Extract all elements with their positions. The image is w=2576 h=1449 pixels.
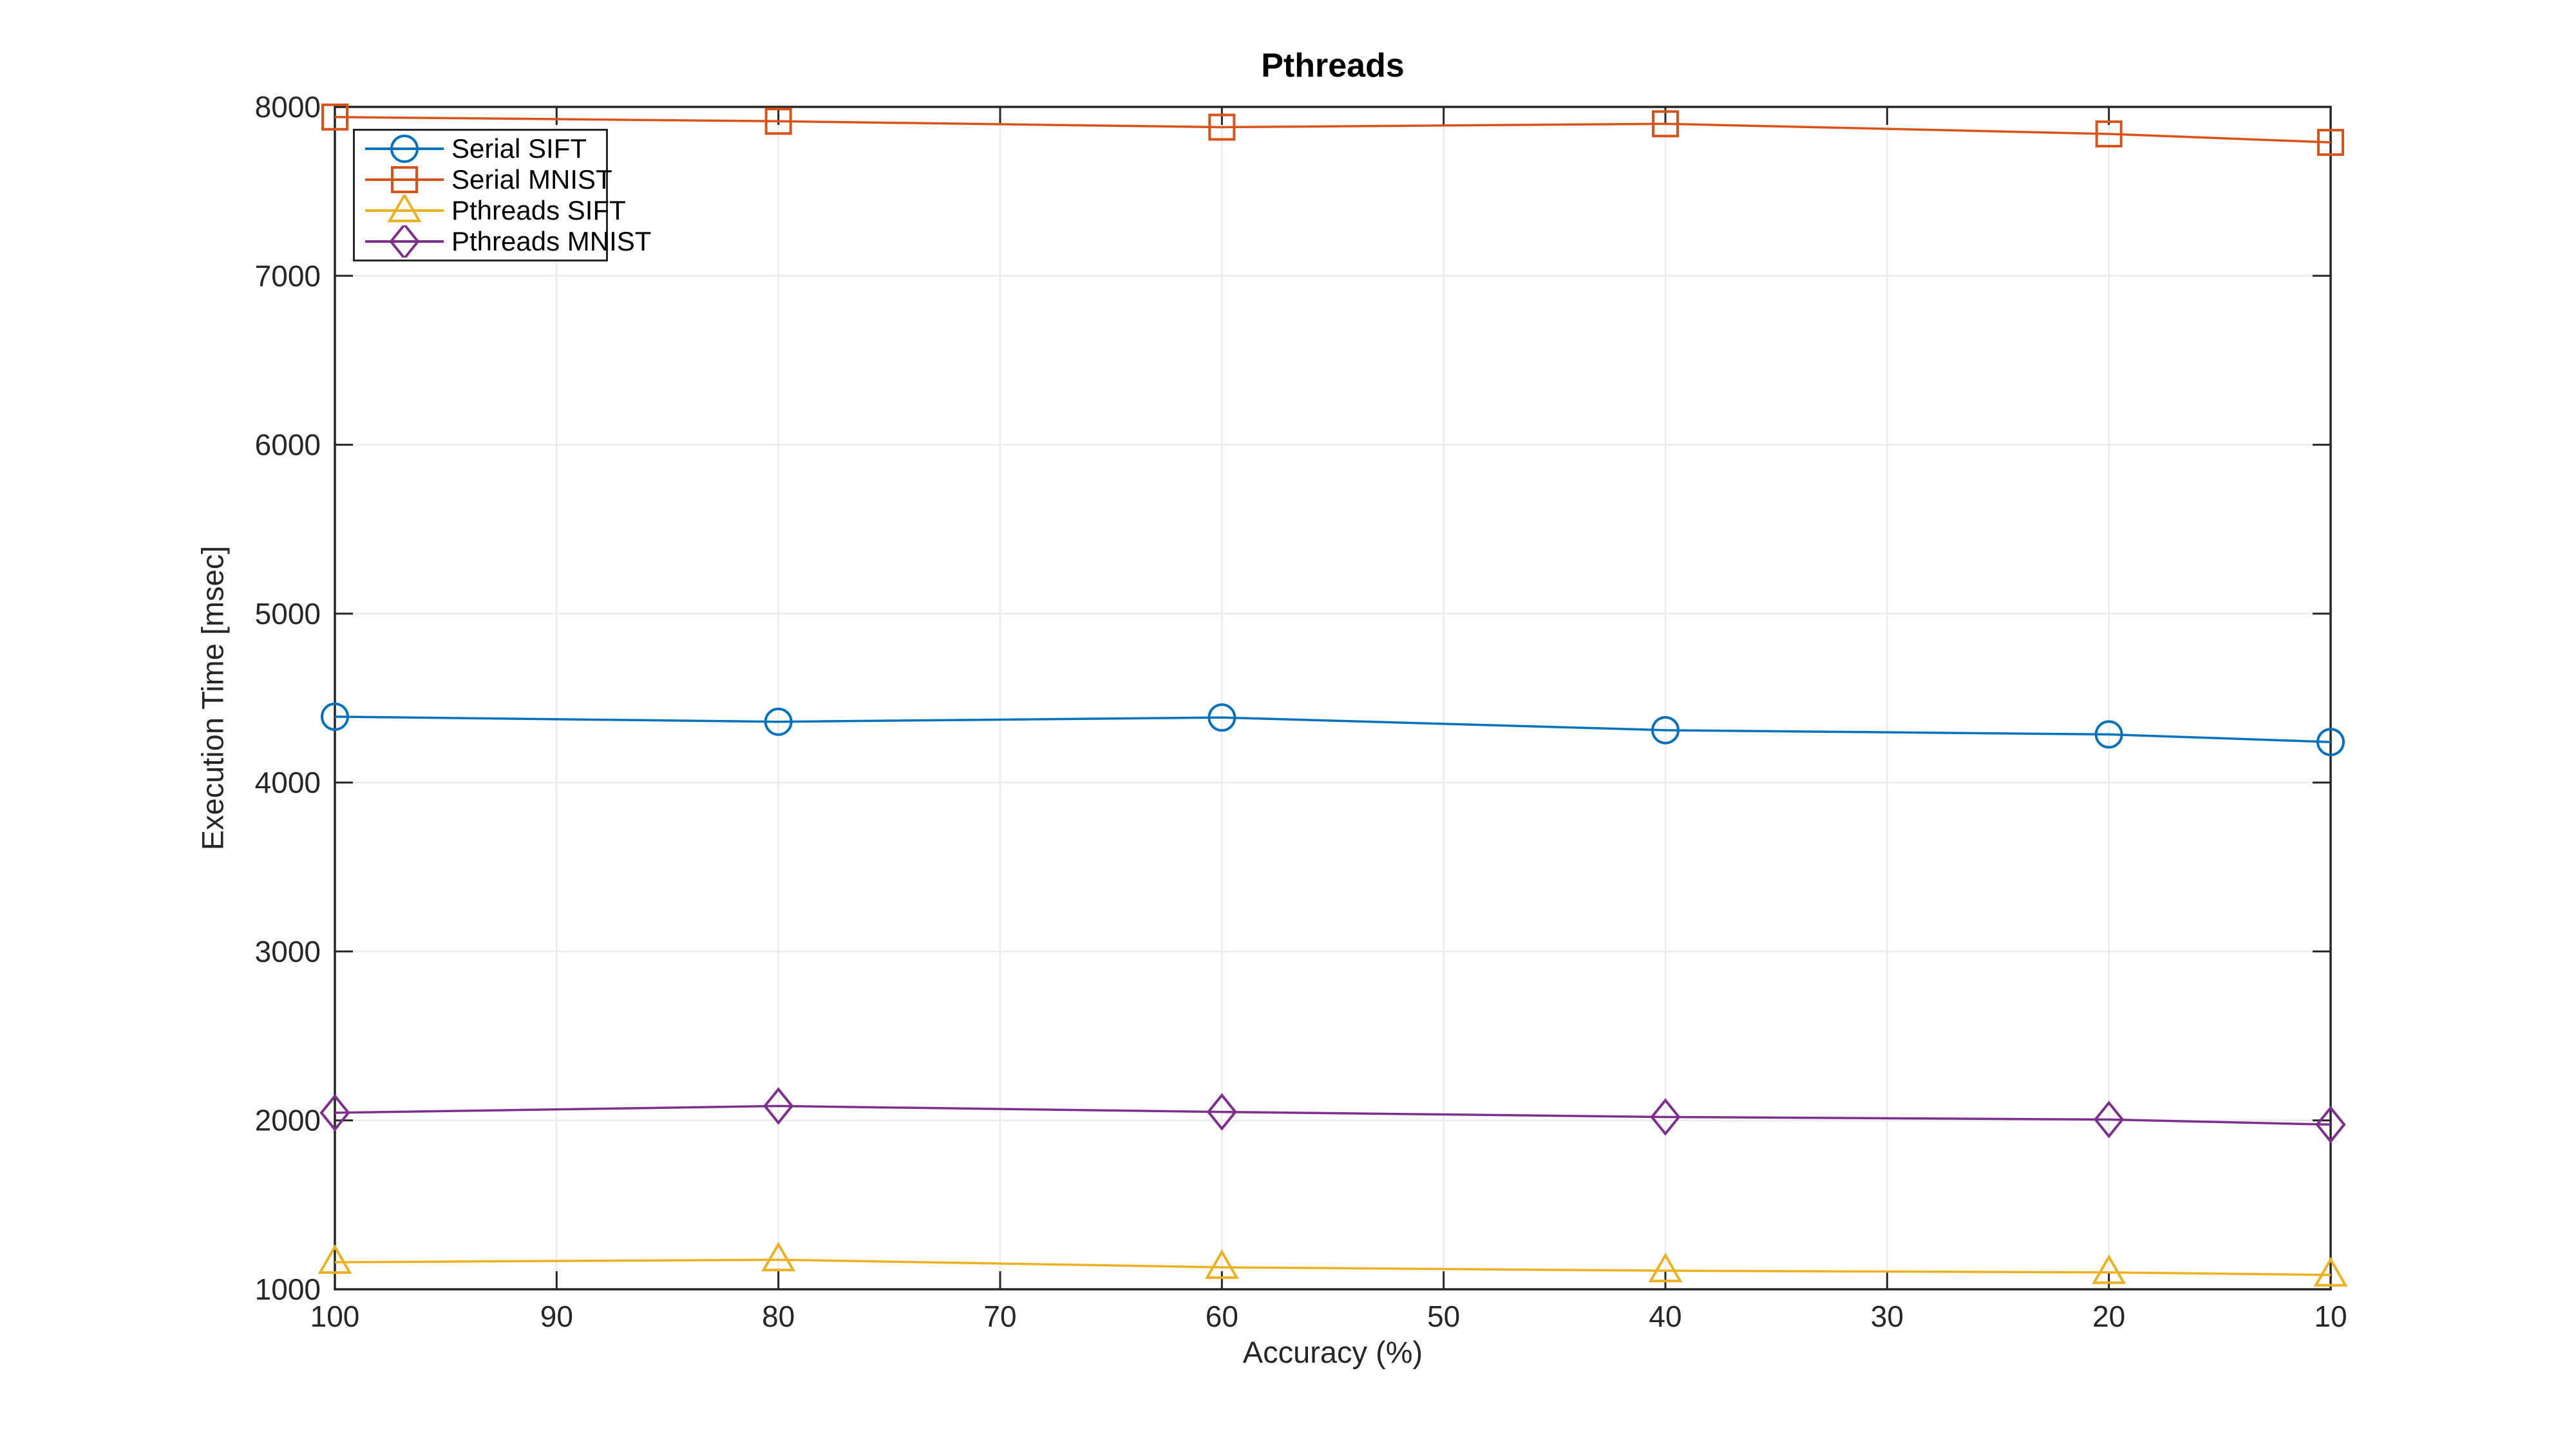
chart-title: Pthreads xyxy=(1261,47,1405,84)
y-tick-label-4000: 4000 xyxy=(255,766,321,799)
tick-labels: 100 90 80 70 60 50 40 30 20 10 1000 2000 3000 4000 500… xyxy=(255,90,2347,1333)
y-tick-label-2000: 2000 xyxy=(255,1104,321,1137)
series-serial-mnist xyxy=(321,103,2344,156)
legend-label: Serial SIFT xyxy=(451,133,587,164)
series-line-pthreads-mnist xyxy=(334,1104,2331,1126)
x-tick-label-40: 40 xyxy=(1649,1300,1681,1333)
series-line-serial-mnist xyxy=(334,115,2331,144)
legend-item-serial-mnist: Serial MNIST xyxy=(363,164,612,195)
y-tick-label-1000: 1000 xyxy=(255,1273,321,1306)
legend-label: Serial MNIST xyxy=(451,164,612,194)
gridlines xyxy=(335,107,2331,1289)
triangle-marker-icon xyxy=(365,194,444,222)
legend: Serial SIFT Serial MNIST Pthreads SIFT P… xyxy=(353,129,651,261)
axes xyxy=(334,106,2332,1291)
series-serial-sift xyxy=(321,702,2345,757)
y-tick-label-6000: 6000 xyxy=(255,428,321,462)
x-tick-label-90: 90 xyxy=(540,1300,573,1333)
x-tick-label-60: 60 xyxy=(1206,1300,1238,1333)
y-tick-label-3000: 3000 xyxy=(255,934,321,968)
legend-item-serial-sift: Serial SIFT xyxy=(363,133,606,164)
series-line-pthreads-sift xyxy=(334,1258,2331,1276)
series-line-serial-sift xyxy=(334,715,2331,743)
x-tick-label-100: 100 xyxy=(310,1300,360,1333)
y-tick-label-5000: 5000 xyxy=(255,597,321,630)
x-tick-label-30: 30 xyxy=(1871,1300,1904,1333)
circle-marker-icon xyxy=(365,135,444,163)
series-pthreads-sift xyxy=(317,1242,2348,1287)
y-tick-label-8000: 8000 xyxy=(255,90,321,124)
x-tick-label-80: 80 xyxy=(762,1300,795,1333)
square-marker-icon xyxy=(365,166,444,193)
legend-label: Pthreads MNIST xyxy=(451,226,652,256)
legend-item-pthreads-sift: Pthreads SIFT xyxy=(363,194,626,226)
x-tick-label-20: 20 xyxy=(2092,1300,2125,1333)
legend-label: Pthreads SIFT xyxy=(451,195,626,225)
diamond-marker-icon xyxy=(365,225,444,258)
x-tick-label-10: 10 xyxy=(2314,1300,2347,1333)
x-tick-label-50: 50 xyxy=(1427,1300,1460,1333)
legend-item-pthreads-mnist: Pthreads MNIST xyxy=(363,225,651,258)
x-axis-label: Accuracy (%) xyxy=(1242,1335,1423,1369)
y-tick-label-7000: 7000 xyxy=(255,259,321,292)
series-pthreads-mnist xyxy=(319,1087,2346,1144)
x-tick-label-70: 70 xyxy=(983,1300,1016,1333)
